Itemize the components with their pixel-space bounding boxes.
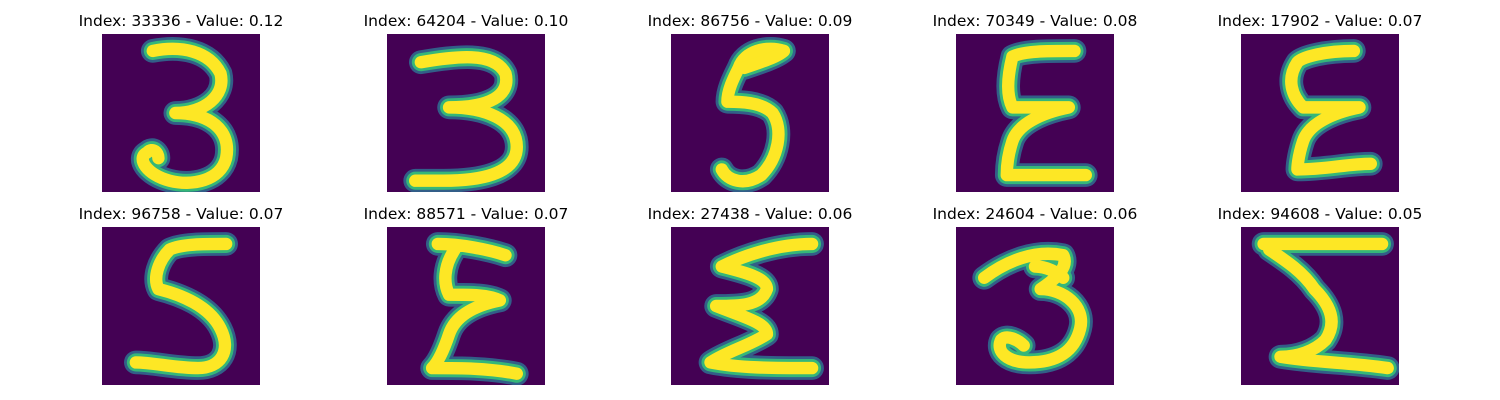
glyph-stroke bbox=[1028, 260, 1070, 284]
digit-image bbox=[1241, 227, 1399, 385]
panel-title: Index: 24604 - Value: 0.06 bbox=[932, 205, 1138, 223]
glyph-stroke bbox=[704, 237, 819, 375]
panel-title: Index: 88571 - Value: 0.07 bbox=[363, 205, 569, 223]
digit-image bbox=[956, 34, 1114, 192]
panel-title: Index: 86756 - Value: 0.09 bbox=[647, 12, 853, 30]
glyph-stroke bbox=[425, 237, 523, 380]
digit-image bbox=[102, 227, 260, 385]
glyph-stroke bbox=[409, 51, 523, 187]
panel-title: Index: 70349 - Value: 0.08 bbox=[932, 12, 1138, 30]
glyph-stroke bbox=[738, 44, 791, 75]
panel-title: Index: 96758 - Value: 0.07 bbox=[78, 205, 284, 223]
digit-image bbox=[671, 34, 829, 192]
glyph-stroke bbox=[1285, 44, 1377, 176]
digit-image bbox=[1241, 34, 1399, 192]
digit-image bbox=[387, 227, 545, 385]
panel-title: Index: 27438 - Value: 0.06 bbox=[647, 205, 853, 223]
glyph-stroke bbox=[129, 237, 233, 375]
glyph-stroke bbox=[1257, 237, 1394, 375]
digit-image bbox=[956, 227, 1114, 385]
digit-image bbox=[387, 34, 545, 192]
digit-image bbox=[102, 34, 260, 192]
panel-title: Index: 94608 - Value: 0.05 bbox=[1217, 205, 1423, 223]
glyph-stroke bbox=[1000, 44, 1092, 182]
glyph-stroke bbox=[136, 42, 234, 189]
glyph-stroke bbox=[978, 247, 1088, 369]
digit-image bbox=[671, 227, 829, 385]
panel-title: Index: 17902 - Value: 0.07 bbox=[1217, 12, 1423, 30]
panel-title: Index: 33336 - Value: 0.12 bbox=[78, 12, 284, 30]
panel-title: Index: 64204 - Value: 0.10 bbox=[363, 12, 569, 30]
